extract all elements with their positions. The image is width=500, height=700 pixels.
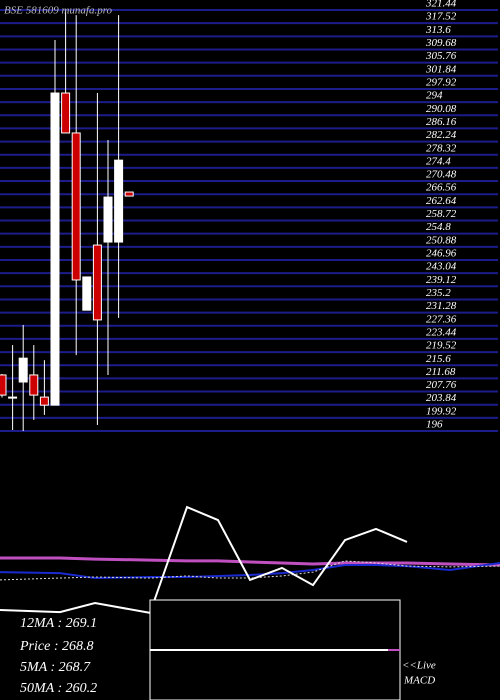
y-tick-label: 235.2 bbox=[426, 287, 451, 299]
y-tick-label: 294 bbox=[426, 90, 443, 102]
y-tick-label: 223.44 bbox=[426, 326, 457, 338]
candle-body bbox=[82, 276, 92, 311]
candle-body bbox=[29, 374, 39, 396]
live-label: <<Live bbox=[402, 660, 436, 672]
y-tick-label: 250.88 bbox=[426, 234, 457, 246]
y-tick-label: 207.76 bbox=[426, 379, 457, 391]
y-tick-label: 305.76 bbox=[425, 50, 457, 62]
y-tick-label: 321.44 bbox=[425, 0, 457, 10]
y-tick-label: 266.56 bbox=[426, 182, 457, 194]
macd-panel: 12MA : 269.1 Price : 268.8 5MA : 268.7 50MA… bbox=[0, 505, 500, 700]
ma-label: 50MA : 260.2 bbox=[20, 681, 97, 696]
y-tick-label: 301.84 bbox=[425, 63, 457, 75]
y-tick-label: 313.6 bbox=[425, 24, 451, 36]
candle-body bbox=[114, 159, 124, 243]
ma-label: 12MA : 269.1 bbox=[20, 616, 97, 631]
y-tick-label: 262.64 bbox=[426, 195, 457, 207]
y-tick-label: 286.16 bbox=[426, 116, 457, 128]
macd-line bbox=[0, 556, 500, 567]
candle-body bbox=[92, 244, 102, 321]
ma-label: Price : 268.8 bbox=[19, 639, 93, 654]
live-label: MACD bbox=[403, 675, 435, 687]
y-tick-label: 258.72 bbox=[426, 208, 457, 220]
candle-body bbox=[71, 132, 81, 281]
y-tick-label: 211.68 bbox=[426, 366, 456, 378]
candle-body bbox=[18, 357, 28, 383]
candle-body bbox=[103, 196, 113, 243]
y-tick-label: 270.48 bbox=[426, 169, 457, 181]
candle-body bbox=[61, 92, 71, 134]
y-tick-label: 199.92 bbox=[426, 405, 457, 417]
candle-body bbox=[8, 396, 18, 399]
price-panel: 321.44317.52313.6309.68305.76301.84297.9… bbox=[0, 0, 498, 432]
y-tick-label: 254.8 bbox=[426, 221, 451, 233]
y-tick-label: 203.84 bbox=[426, 392, 457, 404]
y-tick-label: 278.32 bbox=[426, 142, 457, 154]
y-tick-label: 274.4 bbox=[426, 155, 451, 167]
y-tick-label: 196 bbox=[426, 419, 443, 431]
y-tick-label: 282.24 bbox=[426, 129, 457, 141]
y-tick-label: 297.92 bbox=[426, 76, 457, 88]
candle-body bbox=[124, 191, 134, 197]
candle-body bbox=[50, 92, 60, 406]
y-tick-label: 227.36 bbox=[426, 313, 457, 325]
y-tick-label: 246.96 bbox=[426, 248, 457, 260]
y-tick-label: 231.28 bbox=[426, 300, 457, 312]
y-tick-label: 243.04 bbox=[426, 261, 457, 273]
candle-body bbox=[0, 374, 7, 396]
y-tick-label: 215.6 bbox=[426, 353, 451, 365]
ma-label: 5MA : 268.7 bbox=[20, 660, 91, 675]
y-tick-label: 219.52 bbox=[426, 340, 457, 352]
macd-line bbox=[0, 505, 408, 615]
y-tick-label: 317.52 bbox=[425, 11, 457, 23]
y-tick-label: 239.12 bbox=[426, 274, 457, 286]
macd-line bbox=[0, 560, 500, 581]
y-tick-label: 309.68 bbox=[425, 37, 457, 49]
candle-body bbox=[39, 396, 49, 406]
y-tick-label: 290.08 bbox=[426, 103, 457, 115]
chart-title: BSE 581609 munafa.pro bbox=[4, 5, 113, 17]
